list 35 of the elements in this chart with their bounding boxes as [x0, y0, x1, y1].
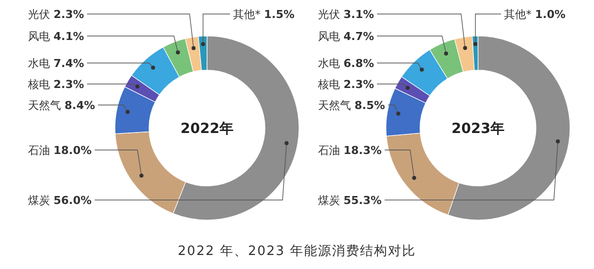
- slice-label: 煤炭: [318, 194, 344, 207]
- data-label: 18.0%: [54, 144, 92, 157]
- data-label: 2.3%: [54, 78, 84, 91]
- slice-label: 其他*: [233, 8, 264, 21]
- slice-label: 水电: [28, 57, 54, 70]
- data-label: 1.0%: [535, 8, 566, 21]
- slice-label: 其他*: [504, 8, 535, 21]
- data-label: 8.5%: [354, 99, 386, 112]
- data-label: 6.8%: [344, 57, 374, 70]
- data-label: 4.7%: [344, 30, 374, 43]
- data-label: 8.4%: [64, 99, 96, 112]
- slice-label: 光伏: [318, 8, 344, 21]
- slice-label: 天然气: [318, 99, 354, 112]
- slice-label: 核电: [317, 78, 344, 91]
- data-label: 7.4%: [54, 57, 84, 70]
- slice-label: 天然气: [28, 99, 64, 112]
- slice-label: 风电: [28, 30, 54, 43]
- slice-label: 核电: [27, 78, 54, 91]
- slice-label: 煤炭: [28, 194, 54, 207]
- slice-label: 水电: [318, 57, 344, 70]
- data-label: 55.3%: [344, 194, 382, 207]
- data-label: 56.0%: [54, 194, 92, 207]
- slice-label: 光伏: [28, 8, 54, 21]
- data-label: 1.5%: [264, 8, 295, 21]
- data-label: 4.1%: [54, 30, 84, 43]
- slice-label: 石油: [28, 144, 54, 157]
- data-label: 2.3%: [54, 8, 84, 21]
- data-label: 18.3%: [344, 144, 382, 157]
- slice-label: 石油: [318, 144, 344, 157]
- data-label: 2.3%: [344, 78, 374, 91]
- text: 2023年: [452, 121, 504, 137]
- data-label: 3.1%: [344, 8, 374, 21]
- text: 2022 年、2023 年能源消费结构对比: [178, 244, 416, 259]
- slice-label: 风电: [318, 30, 344, 43]
- text: 2022年: [180, 121, 234, 137]
